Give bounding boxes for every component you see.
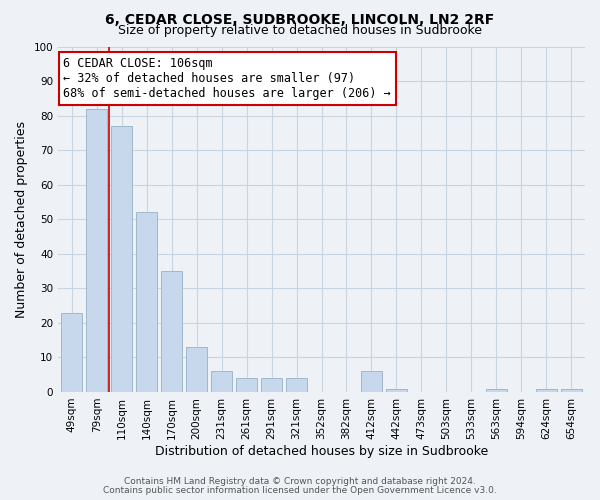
Text: Contains public sector information licensed under the Open Government Licence v3: Contains public sector information licen… <box>103 486 497 495</box>
Y-axis label: Number of detached properties: Number of detached properties <box>15 120 28 318</box>
Bar <box>486 388 507 392</box>
X-axis label: Distribution of detached houses by size in Sudbrooke: Distribution of detached houses by size … <box>155 444 488 458</box>
Bar <box>286 378 307 392</box>
Bar <box>136 212 157 392</box>
Text: 6, CEDAR CLOSE, SUDBROOKE, LINCOLN, LN2 2RF: 6, CEDAR CLOSE, SUDBROOKE, LINCOLN, LN2 … <box>106 12 494 26</box>
Text: 6 CEDAR CLOSE: 106sqm
← 32% of detached houses are smaller (97)
68% of semi-deta: 6 CEDAR CLOSE: 106sqm ← 32% of detached … <box>64 57 391 100</box>
Text: Contains HM Land Registry data © Crown copyright and database right 2024.: Contains HM Land Registry data © Crown c… <box>124 477 476 486</box>
Bar <box>536 388 557 392</box>
Text: Size of property relative to detached houses in Sudbrooke: Size of property relative to detached ho… <box>118 24 482 37</box>
Bar <box>560 388 582 392</box>
Bar <box>161 271 182 392</box>
Bar <box>361 371 382 392</box>
Bar <box>186 347 207 392</box>
Bar <box>236 378 257 392</box>
Bar <box>86 108 107 392</box>
Bar <box>386 388 407 392</box>
Bar <box>211 371 232 392</box>
Bar <box>111 126 133 392</box>
Bar <box>61 312 82 392</box>
Bar <box>261 378 282 392</box>
